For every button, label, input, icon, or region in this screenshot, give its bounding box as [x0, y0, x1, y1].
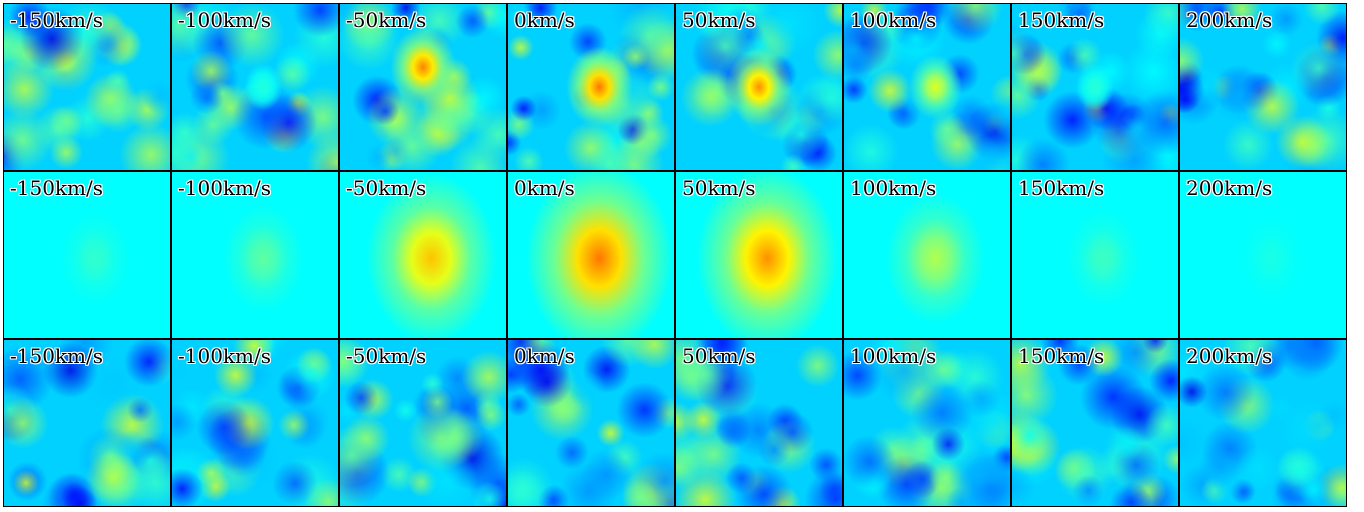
channel-map: 100km/s [843, 339, 1011, 507]
channel-map: -50km/s [339, 3, 507, 171]
velocity-label: 50km/s [682, 176, 756, 200]
velocity-label: 100km/s [850, 176, 936, 200]
velocity-label: -100km/s [178, 176, 271, 200]
channel-map: -150km/s [3, 339, 171, 507]
velocity-label: 50km/s [682, 344, 756, 368]
velocity-label: -100km/s [178, 344, 271, 368]
figure: -150km/s -100km/s -50km/s 0km/s 50km/s 100km/… [0, 0, 1364, 512]
velocity-label: -50km/s [346, 8, 426, 32]
velocity-label: 100km/s [850, 344, 936, 368]
velocity-label: 200km/s [1186, 344, 1272, 368]
channel-map: -50km/s [339, 171, 507, 339]
channel-map: 0km/s [507, 339, 675, 507]
channel-map: 200km/s [1179, 339, 1347, 507]
velocity-label: 0km/s [514, 176, 575, 200]
channel-map: -100km/s [171, 339, 339, 507]
channel-map: -100km/s [171, 171, 339, 339]
channel-map: 50km/s [675, 339, 843, 507]
velocity-label: -50km/s [346, 344, 426, 368]
velocity-label: 200km/s [1186, 176, 1272, 200]
channel-map: 0km/s [507, 3, 675, 171]
velocity-label: 0km/s [514, 344, 575, 368]
velocity-label: 150km/s [1018, 176, 1104, 200]
channel-map: 0km/s [507, 171, 675, 339]
velocity-label: -150km/s [10, 344, 103, 368]
channel-map: 200km/s [1179, 3, 1347, 171]
channel-map: 50km/s [675, 3, 843, 171]
channel-map: 150km/s [1011, 339, 1179, 507]
channel-map: 100km/s [843, 171, 1011, 339]
channel-map: 150km/s [1011, 3, 1179, 171]
channel-map: -100km/s [171, 3, 339, 171]
channel-map: -150km/s [3, 3, 171, 171]
velocity-label: -50km/s [346, 176, 426, 200]
velocity-label: -150km/s [10, 8, 103, 32]
velocity-label: -150km/s [10, 176, 103, 200]
velocity-label: 200km/s [1186, 8, 1272, 32]
velocity-label: -100km/s [178, 8, 271, 32]
velocity-label: 150km/s [1018, 344, 1104, 368]
velocity-label: 100km/s [850, 8, 936, 32]
channel-map: -150km/s [3, 171, 171, 339]
channel-map: 200km/s [1179, 171, 1347, 339]
channel-map: 50km/s [675, 171, 843, 339]
channel-map: 100km/s [843, 3, 1011, 171]
velocity-label: 50km/s [682, 8, 756, 32]
channel-map: 150km/s [1011, 171, 1179, 339]
velocity-label: 150km/s [1018, 8, 1104, 32]
velocity-label: 0km/s [514, 8, 575, 32]
channel-map: -50km/s [339, 339, 507, 507]
